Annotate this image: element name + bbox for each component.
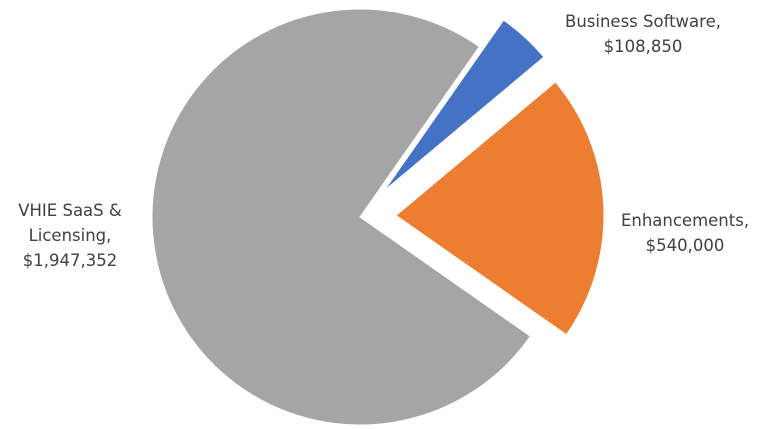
slice-label-line: $540,000 xyxy=(646,236,725,255)
slice-label-vhie-saas-licensing: VHIE SaaS & Licensing, $1,947,352 xyxy=(18,201,122,270)
slice-label-line: VHIE SaaS & xyxy=(18,201,122,220)
slice-label-line: Business Software, xyxy=(565,12,721,31)
pie-slice-business-software xyxy=(383,19,545,191)
pie-slices xyxy=(151,8,605,426)
slice-label-business-software: Business Software, $108,850 xyxy=(565,12,721,56)
slice-label-line: Enhancements, xyxy=(621,211,749,230)
pie-slice-vhie-saas-licensing xyxy=(151,8,532,426)
slice-label-line: $1,947,352 xyxy=(23,251,117,270)
slice-label-line: Licensing, xyxy=(29,226,112,245)
slice-labels: Business Software, $108,850 Enhancements, $… xyxy=(18,12,749,270)
slice-label-enhancements: Enhancements, $540,000 xyxy=(621,211,749,255)
slice-label-line: $108,850 xyxy=(604,37,683,56)
pie-slice-enhancements xyxy=(395,81,605,336)
